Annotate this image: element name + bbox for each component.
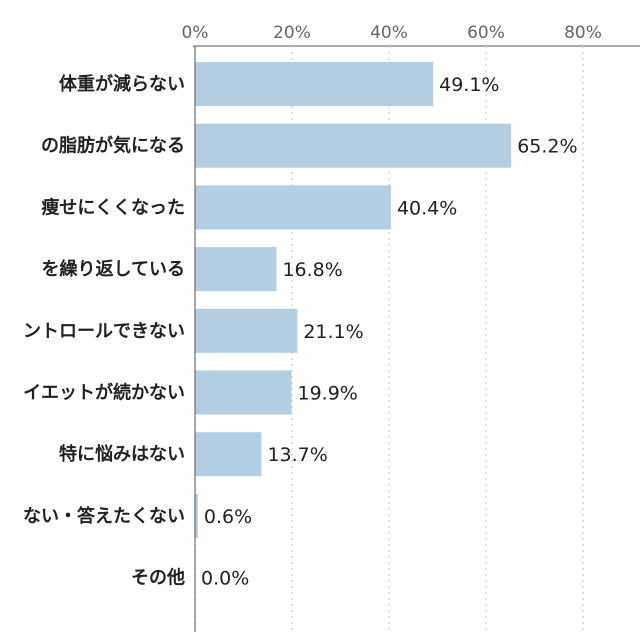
value-label: 16.8% [282,259,342,281]
x-tick-label: 80% [564,23,602,43]
bar [195,123,512,168]
category-label: 痩せにくくなった [41,196,185,218]
category-label: その他 [131,567,185,589]
category-label: を繰り返している [42,258,185,280]
value-label: 65.2% [517,136,577,158]
bar [195,247,277,292]
bar [195,185,391,230]
bar [195,432,262,477]
category-label: イエットが続かない [23,382,185,404]
value-label: 13.7% [267,444,327,466]
bar [195,493,198,538]
category-label: ントロールできない [23,321,185,342]
value-label: 0.6% [204,506,252,528]
value-label: 21.1% [303,321,363,343]
value-label: 40.4% [397,197,457,219]
value-label: 0.0% [201,568,249,590]
category-label: ない・答えたくない [23,505,185,527]
x-tick-label: 60% [467,23,505,43]
category-label: 特に悩みはない [59,443,185,465]
x-tick-label: 0% [182,23,209,43]
category-label: の脂肪が気になる [41,135,185,157]
bar [195,370,292,415]
value-label: 19.9% [298,383,358,405]
category-label: 体重が減らない [59,73,185,95]
bar [195,308,298,353]
bar [195,62,434,106]
value-label: 49.1% [439,74,499,96]
x-tick-label: 40% [370,23,408,43]
x-tick-label: 20% [273,23,311,43]
